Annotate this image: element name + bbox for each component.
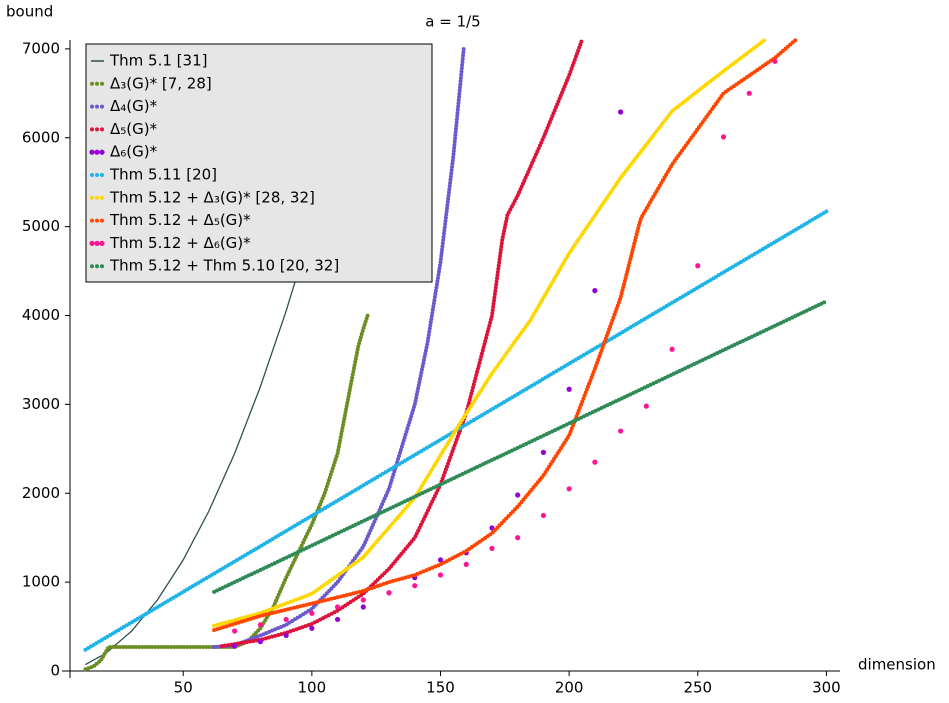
legend-marker (100, 81, 104, 86)
x-tick-label: 50 (174, 679, 193, 697)
legend-marker (90, 173, 94, 177)
legend-marker (95, 173, 99, 177)
legend-label: Thm 5.12 + Δ₅(G)* (109, 211, 251, 229)
x-tick-label: 100 (298, 679, 327, 697)
y-tick-label: 4000 (22, 306, 60, 324)
chart-title: a = 1/5 (425, 13, 480, 31)
data-point (643, 403, 649, 409)
legend-marker (90, 218, 94, 223)
legend-marker (95, 127, 99, 132)
data-point (772, 58, 778, 64)
data-point (257, 639, 263, 645)
legend-marker (95, 218, 99, 223)
legend-marker (90, 127, 94, 132)
y-tick-label: 0 (50, 662, 60, 680)
y-tick-label: 6000 (22, 128, 60, 146)
data-point (566, 386, 572, 392)
x-axis-label: dimension (858, 656, 936, 674)
data-point (232, 643, 238, 649)
legend-box (85, 43, 433, 283)
legend-marker (95, 81, 99, 86)
legend-marker (90, 81, 94, 86)
data-point (257, 622, 263, 628)
legend-marker (95, 264, 99, 269)
legend-marker (90, 195, 94, 200)
y-tick-label: 5000 (22, 217, 60, 235)
legend-marker (90, 264, 94, 269)
plot-area (83, 38, 829, 672)
y-tick-label: 1000 (22, 573, 60, 591)
data-point (540, 512, 547, 519)
legend-marker (100, 173, 104, 177)
data-point (437, 572, 444, 578)
data-point (489, 545, 495, 551)
y-tick-label: 7000 (22, 39, 60, 57)
data-point (360, 604, 366, 610)
series-line (212, 46, 466, 649)
legend-marker (100, 195, 104, 200)
legend-marker (89, 149, 95, 155)
data-point (412, 583, 418, 589)
data-point (283, 632, 289, 639)
legend-label: Thm 5.12 + Δ₃(G)* [28, 32] (109, 188, 315, 206)
legend-marker (100, 264, 104, 269)
data-point (309, 610, 315, 616)
x-tick-label: 200 (555, 679, 584, 697)
legend: Thm 5.1 [31] Δ₃(G)* [7, 28] Δ₄(G)* Δ₅(G)* Δ₆… (85, 43, 433, 283)
legend-label: Thm 5.12 + Δ₆(G)* (109, 234, 251, 252)
x-tick-label: 300 (812, 679, 841, 697)
data-point (309, 625, 315, 631)
legend-marker (100, 218, 104, 223)
data-point (566, 486, 572, 492)
series-line (83, 310, 371, 672)
data-point (540, 449, 547, 455)
legend-marker (100, 104, 104, 109)
legend-marker (94, 149, 100, 155)
series-line (212, 299, 829, 594)
legend-marker (95, 104, 99, 109)
data-point (746, 90, 752, 96)
legend-marker (89, 240, 95, 246)
data-point (669, 346, 675, 352)
legend-marker (90, 104, 94, 109)
data-point (720, 134, 727, 140)
legend-label: Δ₃(G)* [7, 28] (110, 74, 212, 92)
data-point (334, 604, 341, 610)
data-point (334, 616, 341, 623)
legend-marker (100, 127, 104, 132)
y-tick-label: 2000 (22, 484, 60, 502)
data-point (695, 263, 701, 269)
legend-marker (99, 240, 105, 246)
legend-label: Δ₅(G)* (110, 120, 158, 138)
legend-marker (99, 149, 105, 155)
data-point (283, 616, 289, 623)
x-tick-label: 250 (683, 679, 712, 697)
data-point (515, 535, 521, 541)
y-tick-label: 3000 (22, 395, 60, 413)
x-tick-label: 150 (426, 679, 455, 697)
legend-marker (94, 240, 100, 246)
legend-label: Δ₄(G)* (110, 97, 158, 115)
data-point (592, 459, 598, 465)
data-point (437, 557, 444, 563)
data-point (463, 561, 469, 567)
data-point (360, 597, 366, 603)
data-point (592, 288, 598, 294)
legend-label: Thm 5.11 [20] (109, 166, 217, 184)
y-axis-label: bound (6, 3, 53, 21)
legend-label: Thm 5.1 [31] (109, 52, 207, 70)
legend-marker (95, 195, 99, 200)
series-line (212, 38, 798, 633)
data-point (515, 492, 521, 498)
data-point (232, 628, 238, 634)
data-point (617, 109, 624, 115)
legend-label: Δ₆(G)* (110, 143, 158, 161)
legend-label: Thm 5.12 + Thm 5.10 [20, 32] (109, 257, 339, 275)
data-point (617, 428, 624, 434)
series-line (212, 38, 767, 628)
data-point (386, 590, 392, 596)
